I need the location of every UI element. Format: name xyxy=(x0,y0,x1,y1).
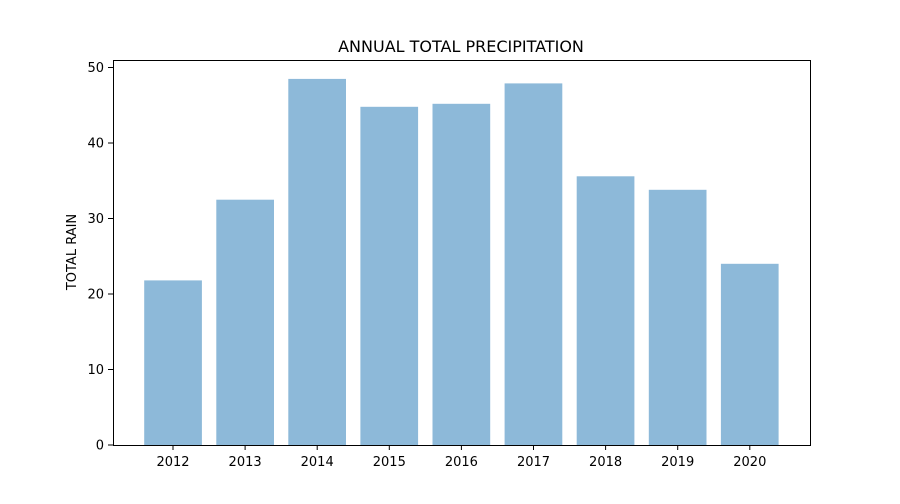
y-tick-label: 20 xyxy=(87,288,104,303)
bar-2014 xyxy=(288,78,346,446)
chart-title: ANNUAL TOTAL PRECIPITATION xyxy=(338,37,584,56)
x-tick-label: 2012 xyxy=(156,455,189,470)
bar-2017 xyxy=(504,83,563,446)
x-tick-label: 2013 xyxy=(229,455,262,470)
y-axis-title: TOTAL RAIN xyxy=(65,214,80,291)
y-tick-label: 30 xyxy=(87,212,104,227)
bar-2015 xyxy=(360,106,419,446)
y-tick-label: 50 xyxy=(87,61,104,76)
y-ticks-layer: 0 10 20 30 40 50 xyxy=(87,61,113,454)
x-tick-label: 2018 xyxy=(589,455,622,470)
bar-2012 xyxy=(144,280,202,445)
x-tick-label: 2014 xyxy=(301,455,334,470)
bar-2019 xyxy=(648,189,707,445)
bars-layer xyxy=(144,78,779,446)
x-tick-label: 2016 xyxy=(445,455,478,470)
bar-2016 xyxy=(432,103,491,446)
x-tick-label: 2017 xyxy=(517,455,550,470)
bar-2020 xyxy=(720,263,779,445)
x-tick-label: 2020 xyxy=(733,455,766,470)
x-tick-label: 2019 xyxy=(661,455,694,470)
x-tick-label: 2015 xyxy=(373,455,406,470)
y-tick-label: 40 xyxy=(87,137,104,152)
y-tick-label: 10 xyxy=(87,363,104,378)
x-ticks-layer: 2012 2013 2014 2015 2016 2017 2018 2019 2020 xyxy=(156,445,766,470)
plot-frame xyxy=(113,60,811,446)
y-tick-label: 0 xyxy=(96,439,104,454)
bar-2018 xyxy=(576,176,635,446)
bar-2013 xyxy=(216,199,274,445)
